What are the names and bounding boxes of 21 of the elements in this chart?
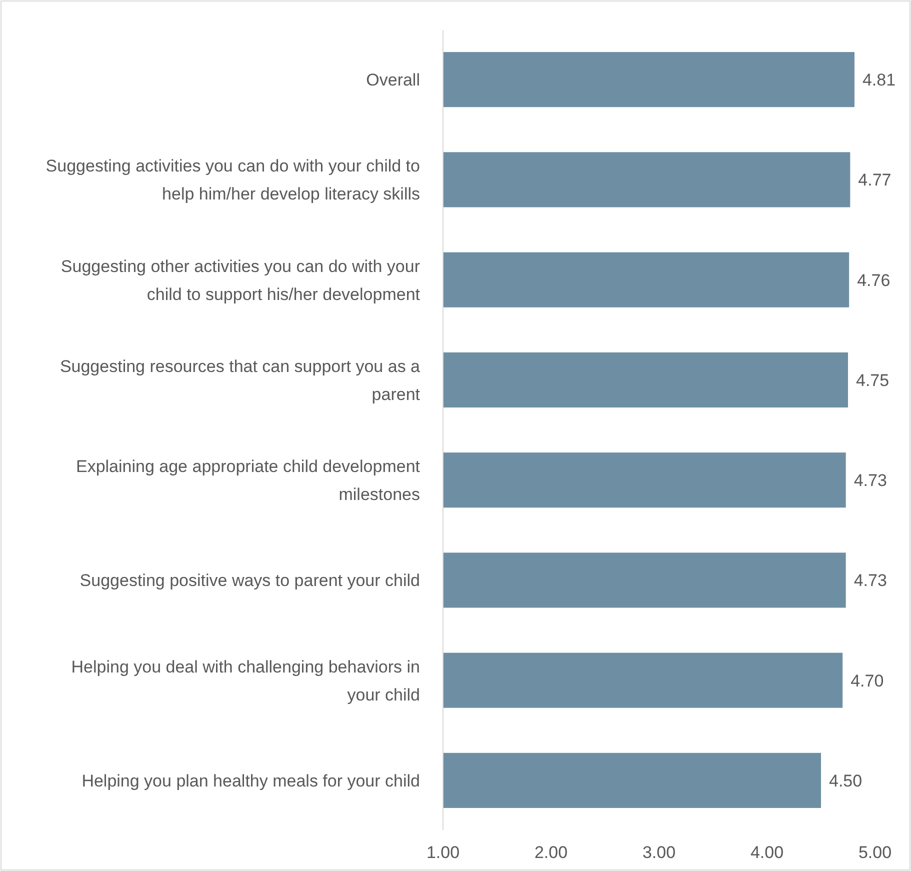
y-tick-label: Suggesting resources that can support you as a parent (60, 356, 421, 404)
y-tick-label: Overall (366, 70, 420, 90)
data-label: 4.70 (850, 671, 884, 690)
data-label: 4.73 (854, 471, 887, 490)
data-label: 4.73 (854, 571, 887, 590)
y-tick-label: Suggesting activities you can do with your child to help him/her develop literacy skills (46, 156, 420, 204)
data-label: 4.81 (862, 70, 896, 90)
x-tick-label: 3.00 (642, 843, 676, 862)
x-tick-label: 5.00 (858, 843, 892, 862)
x-tick-label: 2.00 (534, 843, 568, 862)
data-label: 4.77 (858, 170, 892, 190)
data-label: 4.76 (857, 270, 890, 290)
y-tick-label: Suggesting positive ways to parent your child (80, 571, 420, 590)
y-tick-label: Helping you deal with challenging behaviors in your child (71, 657, 420, 704)
data-label: 4.50 (829, 771, 862, 790)
y-tick-label: Suggesting other activities you can do with your child to support his/her development (60, 256, 420, 304)
x-tick-label: 4.00 (750, 843, 784, 862)
y-tick-label: Helping you plan healthy meals for your child (82, 771, 420, 790)
y-tick-label: Explaining age appropriate child development milestones (76, 457, 420, 504)
x-tick-label: 1.00 (426, 843, 460, 862)
data-label: 4.75 (856, 370, 890, 390)
